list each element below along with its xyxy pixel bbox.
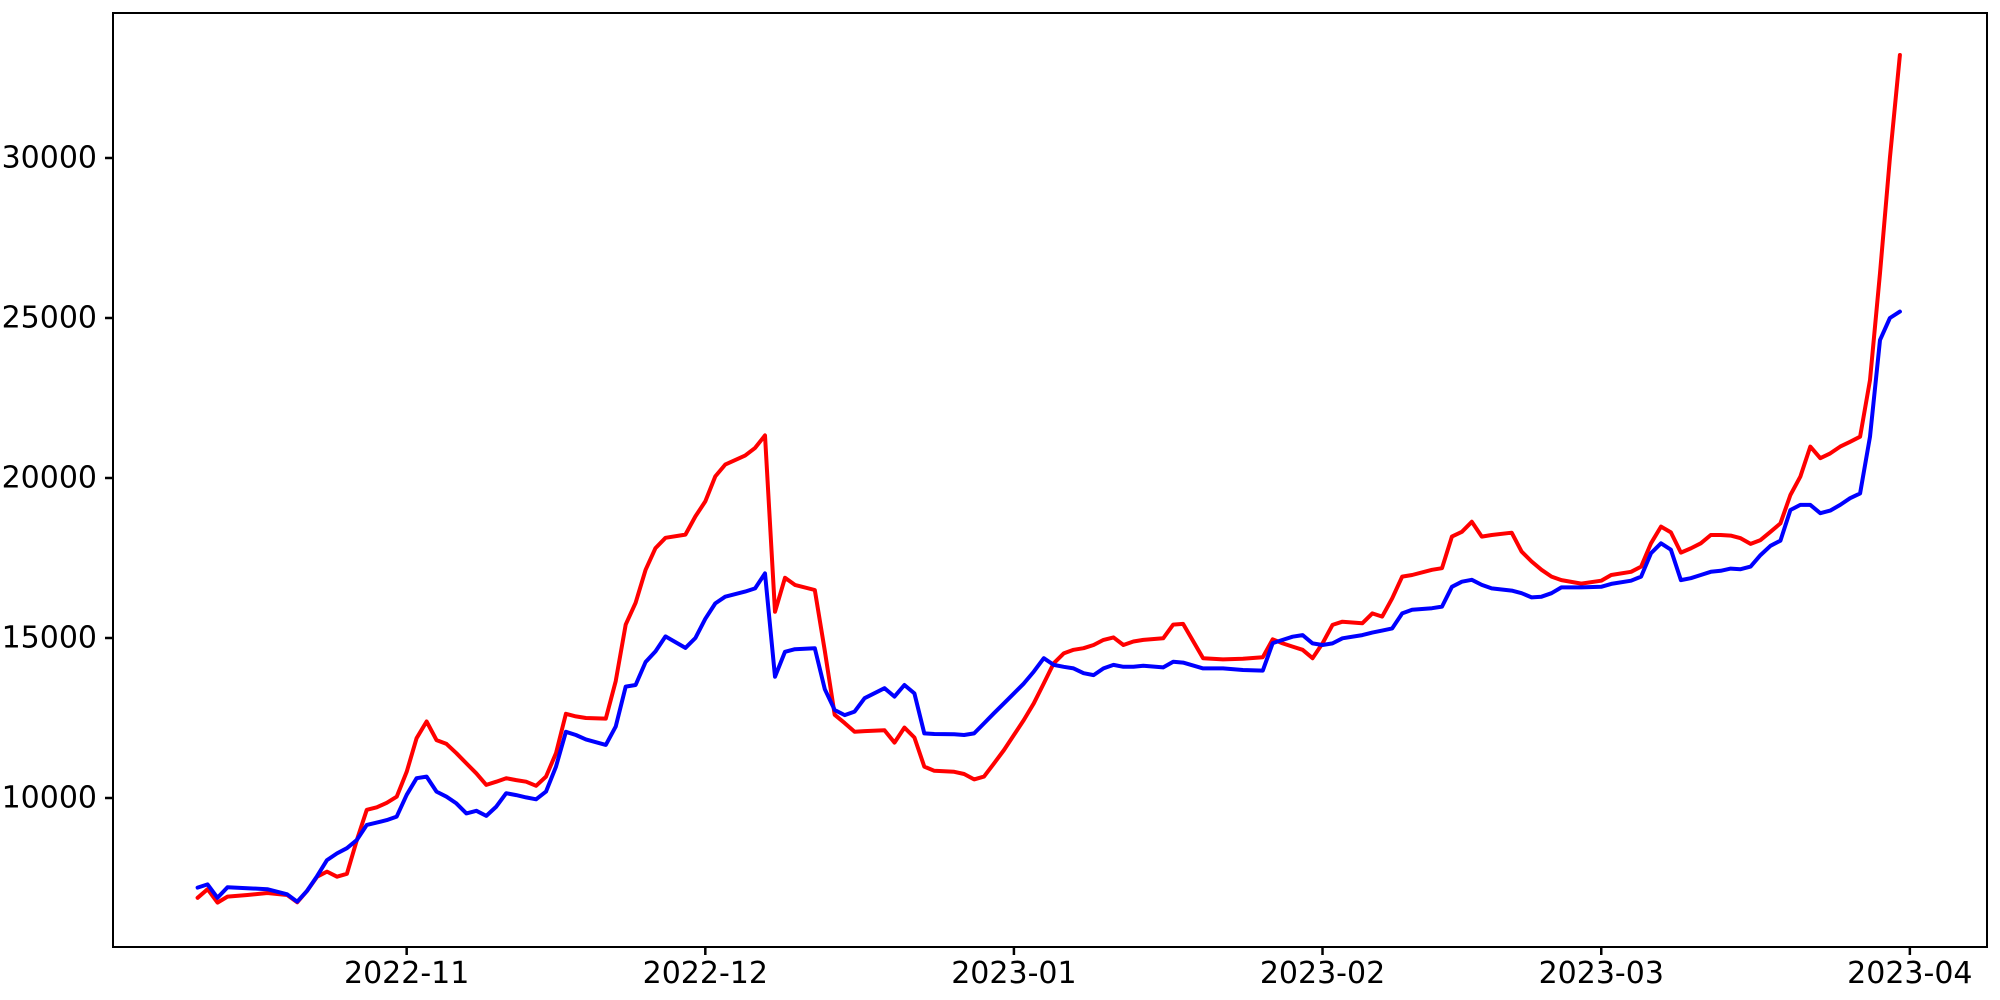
series-lines [195, 53, 1902, 905]
y-tick-label: 10000 [2, 781, 97, 816]
y-tick-label: 15000 [2, 621, 97, 656]
y-tick-label: 30000 [2, 140, 97, 175]
y-tick-label: 25000 [2, 300, 97, 335]
red-series-line [195, 53, 1902, 905]
x-tick-label: 2023-04 [1847, 956, 1972, 991]
axes: 10000 15000 20000 25000 30000 2022-11 2022-12 2… [2, 12, 1988, 991]
x-tick-label: 2022-12 [643, 956, 768, 991]
x-tick-label: 2023-01 [951, 956, 1076, 991]
y-tick-label: 20000 [2, 460, 97, 495]
x-tick-label: 2022-11 [344, 956, 469, 991]
plot-area-border [112, 12, 1988, 948]
blue-series-line [195, 309, 1902, 904]
x-tick-label: 2023-02 [1260, 956, 1385, 991]
x-tick-label: 2023-03 [1539, 956, 1664, 991]
